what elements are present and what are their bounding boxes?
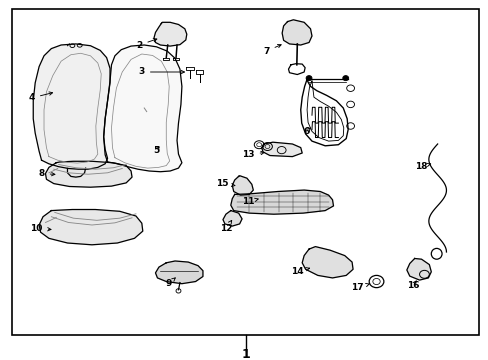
Polygon shape [261,142,302,157]
Text: 14: 14 [290,267,309,276]
Text: 7: 7 [263,45,281,55]
Polygon shape [45,161,132,187]
Text: 15: 15 [216,179,234,188]
Text: 16: 16 [406,281,419,289]
Polygon shape [302,247,352,278]
Text: 12: 12 [219,220,232,233]
Polygon shape [230,190,333,214]
Polygon shape [406,258,430,280]
Polygon shape [155,261,203,284]
Text: 3: 3 [139,68,184,77]
Text: 17: 17 [350,283,368,292]
Polygon shape [103,45,182,172]
Text: 5: 5 [153,146,159,155]
Text: 1: 1 [241,348,250,360]
Ellipse shape [305,76,311,81]
Text: 18: 18 [414,162,430,171]
Text: 2: 2 [136,39,157,49]
Polygon shape [154,22,186,46]
Text: 9: 9 [165,278,175,288]
Text: 6: 6 [304,127,310,136]
Polygon shape [223,211,242,226]
Text: 4: 4 [28,92,52,102]
Text: 10: 10 [30,224,51,233]
Text: 13: 13 [242,150,264,159]
Text: 11: 11 [242,197,258,206]
Polygon shape [33,44,110,169]
Text: 8: 8 [39,169,55,178]
Polygon shape [232,176,253,195]
Ellipse shape [342,76,348,81]
Polygon shape [282,20,311,45]
Polygon shape [39,210,142,245]
